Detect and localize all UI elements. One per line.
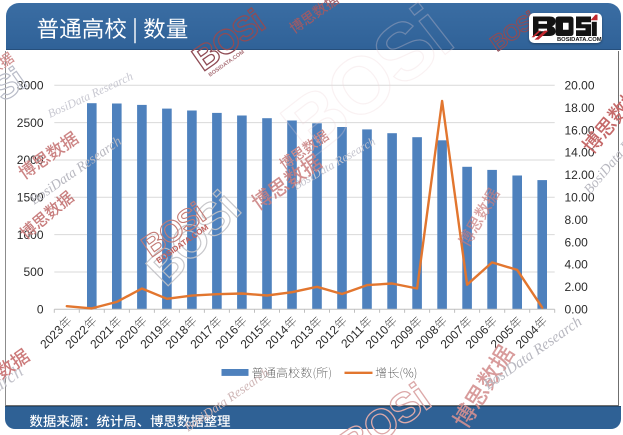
svg-text:16.00: 16.00 xyxy=(565,123,595,137)
svg-text:0.00: 0.00 xyxy=(565,303,589,317)
svg-text:10.00: 10.00 xyxy=(565,191,595,205)
svg-text:2.00: 2.00 xyxy=(565,280,589,294)
svg-text:14.00: 14.00 xyxy=(565,146,595,160)
svg-text:20.00: 20.00 xyxy=(565,79,595,93)
svg-text:8.00: 8.00 xyxy=(565,213,589,227)
svg-text:12.00: 12.00 xyxy=(565,168,595,182)
svg-text:6.00: 6.00 xyxy=(565,235,589,249)
svg-text:500: 500 xyxy=(23,265,43,279)
svg-text:BOSIDATA.COM: BOSIDATA.COM xyxy=(557,37,602,43)
svg-text:1500: 1500 xyxy=(17,191,44,205)
svg-text:2500: 2500 xyxy=(17,116,44,130)
svg-text:0: 0 xyxy=(37,303,44,317)
svg-text:18.00: 18.00 xyxy=(565,101,595,115)
svg-text:3000: 3000 xyxy=(17,79,44,93)
svg-text:4.00: 4.00 xyxy=(565,258,589,272)
